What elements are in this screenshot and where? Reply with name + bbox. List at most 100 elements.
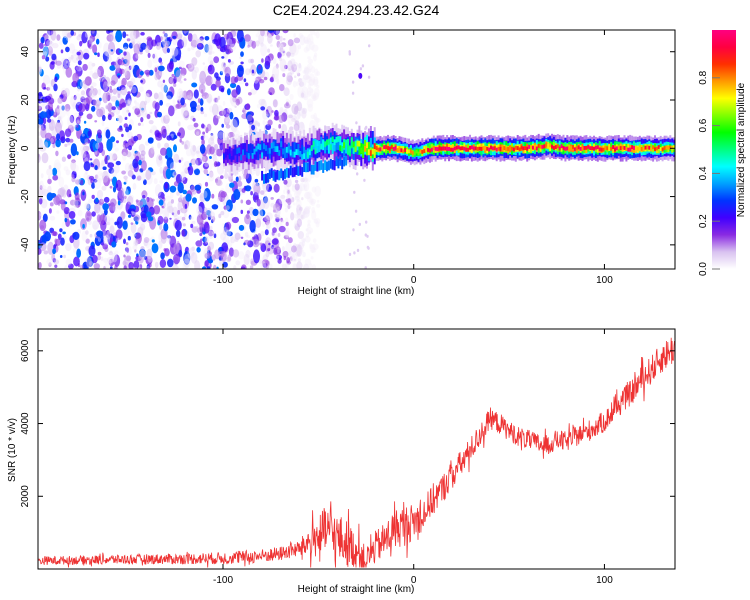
noise-blob [184, 161, 191, 168]
noise-blob [353, 251, 356, 255]
noise-blob [187, 63, 195, 72]
ridge-cell [345, 139, 348, 146]
noise-blob [38, 154, 41, 161]
ridge-cell [327, 142, 330, 154]
noise-blob [163, 216, 169, 224]
ridge-cell [320, 136, 323, 148]
noise-blob [113, 164, 120, 174]
noise-blob [124, 162, 131, 173]
ridge-cell [337, 139, 340, 150]
ridge-cell [522, 146, 525, 151]
noise-blob [193, 122, 199, 128]
ridge-cell [284, 169, 286, 179]
noise-blob [60, 237, 65, 246]
noise-blob [311, 247, 317, 253]
noise-blob [176, 132, 181, 137]
noise-blob [140, 32, 145, 36]
noise-blob [220, 175, 224, 180]
ridge-cell [661, 147, 664, 152]
noise-blob [122, 187, 129, 199]
noise-blob [104, 155, 108, 161]
ridge-cell [331, 160, 334, 170]
ridge-cell [266, 173, 269, 183]
noise-blob [54, 264, 58, 268]
noise-blob [92, 224, 98, 230]
noise-blob [149, 111, 153, 115]
ridge-cell [318, 146, 321, 152]
noise-blob [140, 42, 147, 50]
noise-blob [171, 73, 175, 78]
ridge-cell [476, 147, 479, 151]
noise-blob [180, 157, 184, 162]
ridge-cell [364, 146, 367, 152]
ridge-cell [526, 146, 529, 151]
ridge-cell [285, 146, 288, 153]
noise-blob [303, 186, 307, 192]
noise-blob [120, 87, 128, 96]
noise-blob [354, 209, 358, 213]
ridge-cell [631, 145, 634, 149]
noise-blob [68, 211, 76, 219]
noise-blob [305, 228, 309, 232]
noise-blob [73, 256, 80, 267]
spectrogram-ridge [223, 72, 675, 184]
noise-blob [107, 162, 115, 169]
noise-blob [55, 139, 61, 148]
noise-blob [110, 152, 118, 160]
ridge-cell [339, 145, 342, 152]
noise-blob [283, 179, 288, 185]
noise-blob [191, 57, 198, 66]
ridge-cell [385, 145, 388, 149]
noise-blob [86, 113, 93, 120]
noise-blob [230, 119, 238, 133]
noise-blob [186, 140, 192, 148]
ridge-cell [234, 148, 237, 155]
noise-blob [51, 53, 57, 61]
noise-blob [117, 127, 123, 132]
noise-blob [240, 199, 244, 204]
noise-blob [57, 116, 62, 121]
ridge-cell [654, 143, 656, 151]
noise-blob [127, 98, 132, 105]
noise-blob [194, 184, 202, 191]
noise-blob [168, 76, 174, 85]
noise-blob [159, 259, 167, 268]
noise-blob [287, 60, 293, 71]
noise-blob [296, 209, 304, 222]
noise-blob [226, 231, 233, 237]
noise-blob [279, 46, 284, 53]
noise-blob [43, 87, 47, 90]
noise-blob [235, 98, 240, 106]
noise-blob [180, 207, 188, 214]
noise-blob [276, 40, 281, 48]
noise-blob [191, 220, 196, 225]
ridge-cell [245, 139, 248, 158]
ridge-cell [301, 154, 304, 160]
noise-blob [277, 51, 282, 59]
noise-blob [189, 216, 194, 221]
ridge-cell [421, 150, 424, 154]
noise-blob [123, 238, 126, 245]
ridge-cell [617, 145, 620, 150]
ridge-cell [240, 154, 243, 161]
ridge-cell [450, 147, 452, 152]
noise-blob [211, 230, 217, 235]
ridge-cell [627, 147, 630, 152]
noise-blob [142, 37, 148, 44]
ridge-cell [314, 139, 317, 150]
ridge-cell [429, 148, 431, 153]
noise-blob [123, 42, 129, 50]
noise-blob [175, 103, 182, 109]
noise-blob [255, 33, 260, 38]
ridge-cell [381, 146, 384, 151]
noise-blob [278, 124, 282, 129]
noise-blob [231, 89, 238, 98]
noise-blob [197, 98, 201, 103]
noise-blob [112, 236, 116, 242]
ridge-cell [364, 140, 367, 151]
noise-blob [62, 36, 68, 45]
noise-blob [145, 89, 153, 98]
noise-blob [285, 98, 290, 103]
noise-blob [202, 162, 209, 170]
noise-blob [284, 201, 289, 208]
